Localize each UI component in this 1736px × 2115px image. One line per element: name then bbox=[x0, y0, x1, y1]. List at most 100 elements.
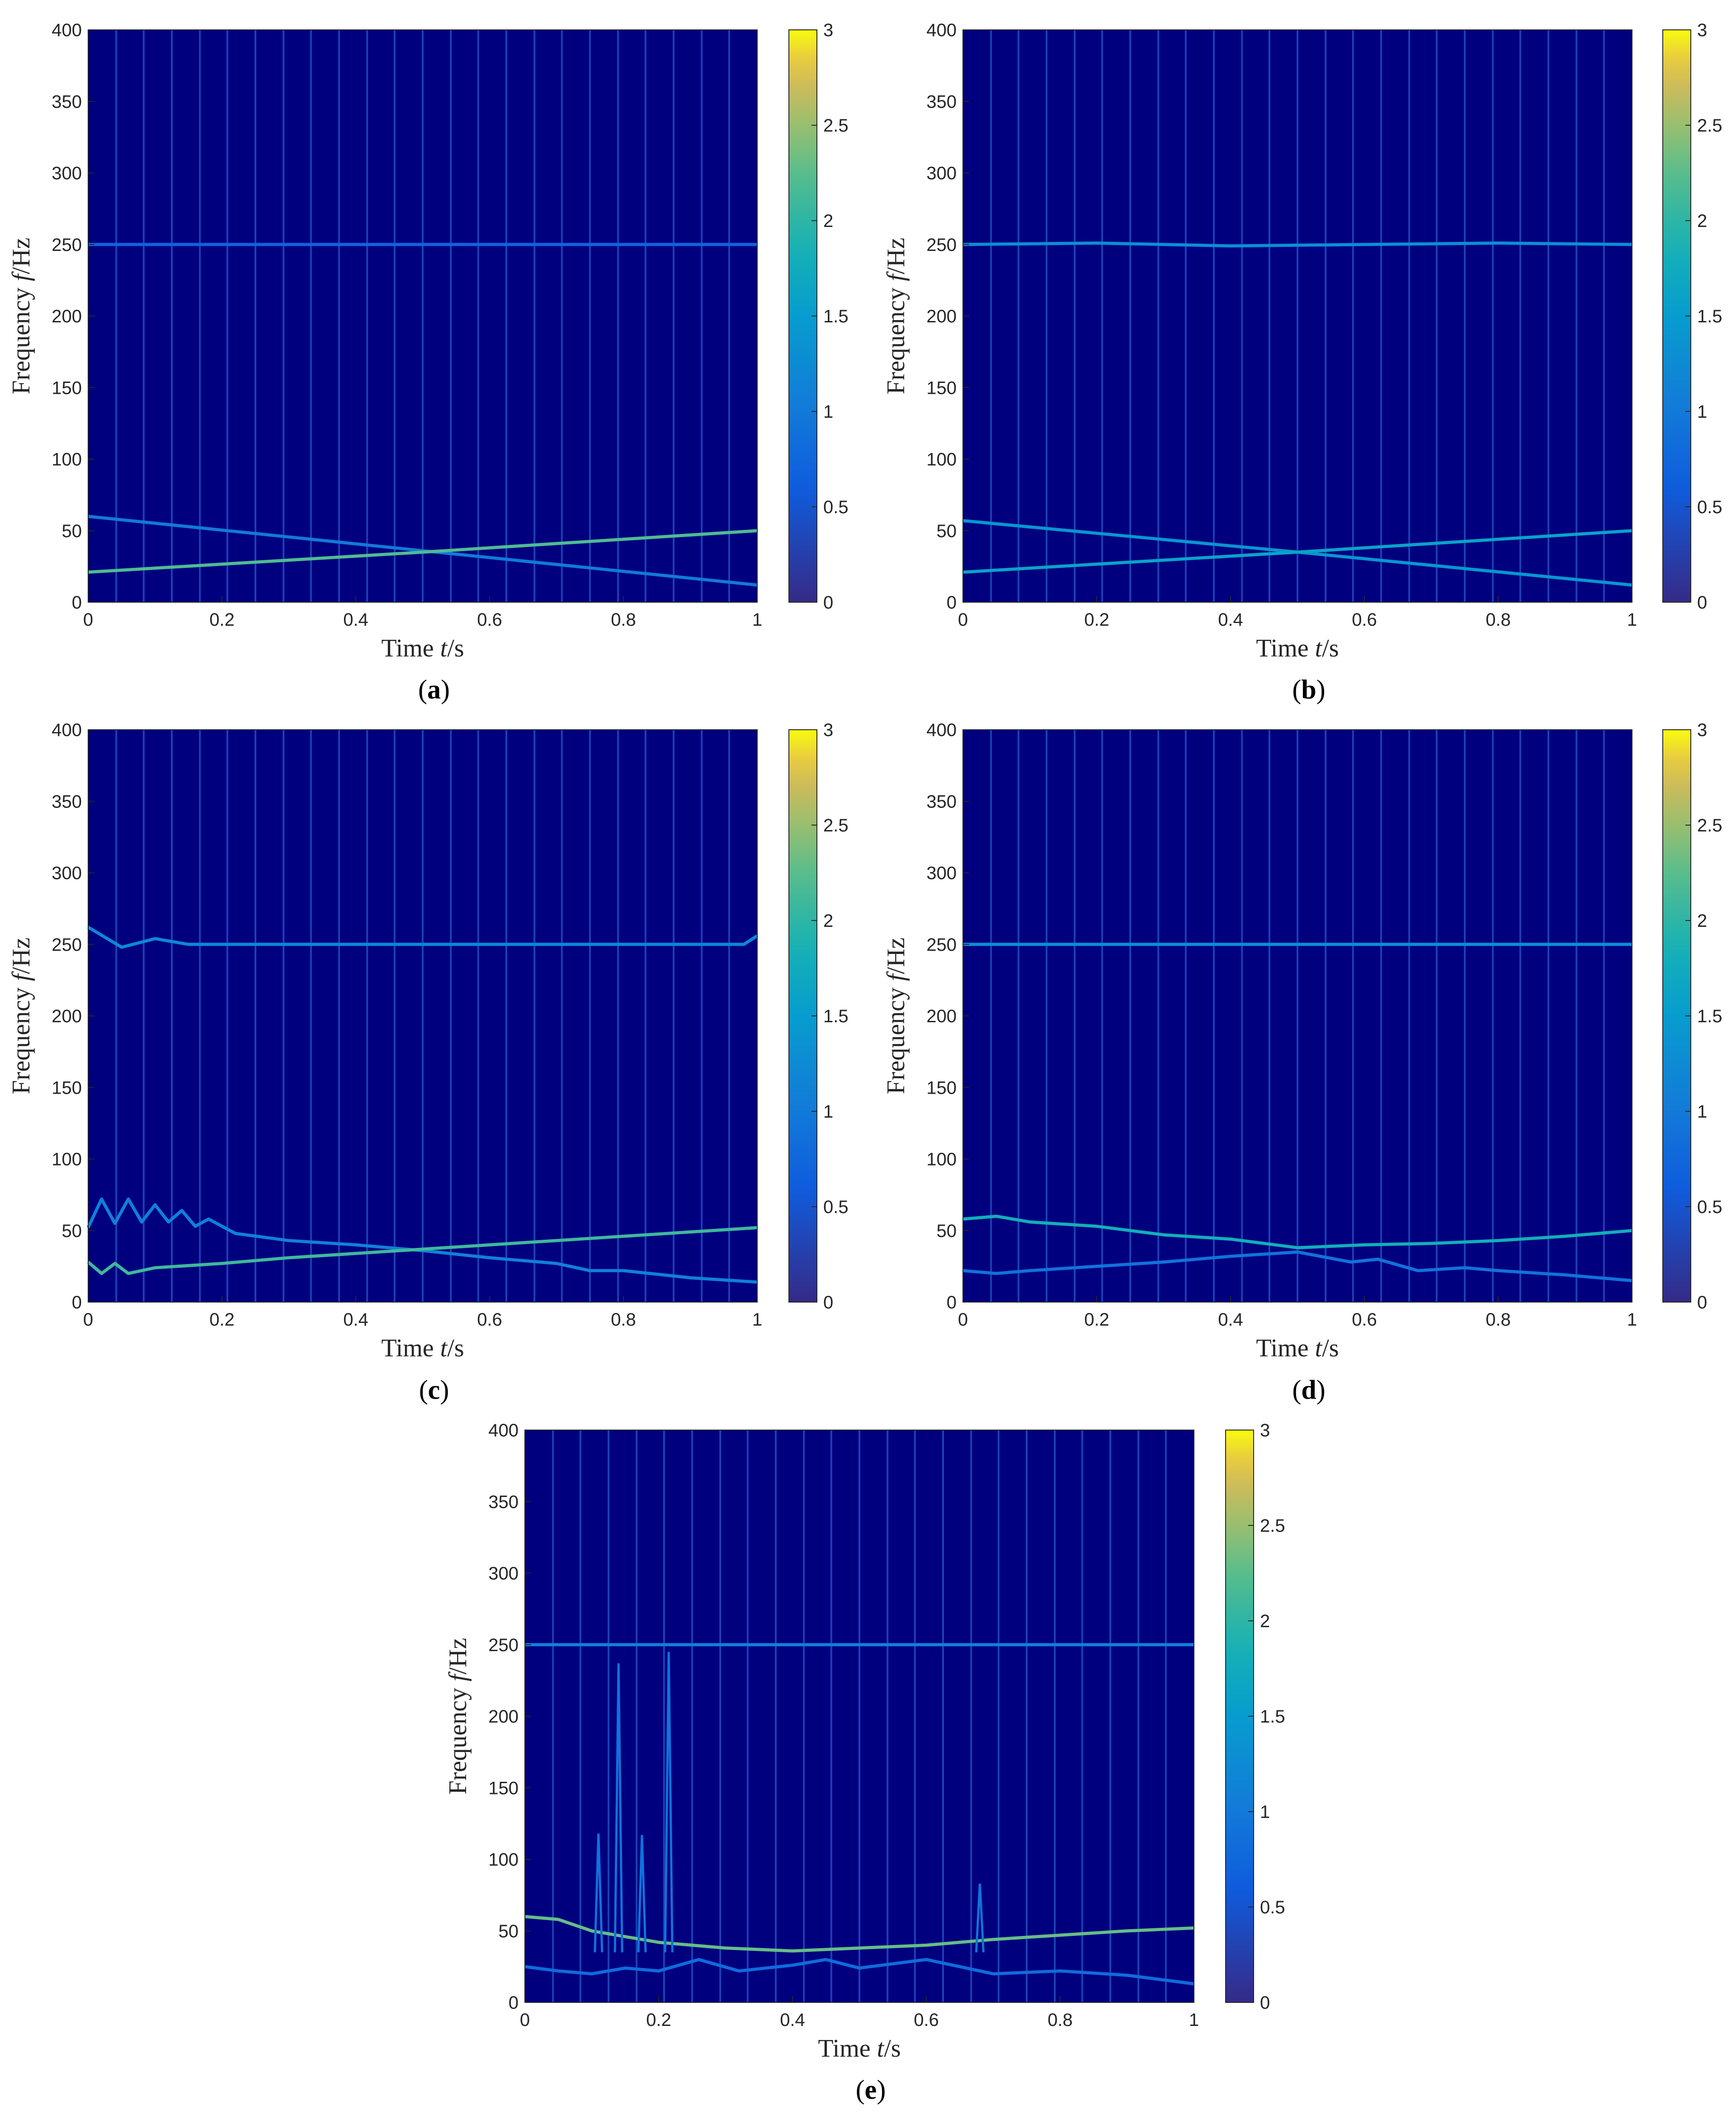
y-tick-label: 400 bbox=[52, 720, 82, 740]
y-tick-label: 300 bbox=[52, 164, 82, 184]
colorbar-tick-label: 3 bbox=[1697, 720, 1707, 740]
y-tick-label: 350 bbox=[926, 92, 957, 112]
colorbar-tick-label: 1.5 bbox=[1260, 1707, 1285, 1727]
x-tick-label: 0 bbox=[958, 610, 968, 630]
y-tick-label: 200 bbox=[926, 307, 957, 326]
y-tick-label: 200 bbox=[488, 1707, 519, 1727]
y-tick-label: 300 bbox=[488, 1564, 519, 1584]
x-tick-label: 0.6 bbox=[477, 1310, 502, 1330]
y-tick-label: 400 bbox=[926, 720, 957, 740]
x-axis-label: Time t/s bbox=[1256, 634, 1339, 662]
x-tick-label: 0.2 bbox=[209, 610, 235, 630]
y-tick-label: 200 bbox=[52, 1006, 82, 1026]
y-tick-label: 0 bbox=[72, 1293, 82, 1312]
y-tick-label: 400 bbox=[488, 1421, 519, 1440]
y-tick-label: 300 bbox=[52, 864, 82, 883]
colorbar-tick-label: 0 bbox=[823, 593, 833, 613]
colorbar-tick-label: 1.5 bbox=[823, 1006, 849, 1026]
y-tick-label: 350 bbox=[52, 792, 82, 812]
ridge-line bbox=[87, 925, 758, 949]
y-tick-label: 50 bbox=[937, 521, 957, 541]
colorbar-tick-label: 1.5 bbox=[1697, 1006, 1722, 1026]
colorbar-tick-label: 2.5 bbox=[823, 116, 849, 136]
y-tick-label: 150 bbox=[52, 1078, 82, 1098]
y-tick-label: 0 bbox=[947, 1293, 957, 1312]
panel-a: 0 0.2 0.4 0.6 0.8 1 0 50 100 150 200 250 300 350 400 Ti… bbox=[7, 20, 849, 704]
ridge-spike bbox=[637, 1835, 647, 1953]
x-tick-label: 0.6 bbox=[914, 2010, 939, 2030]
colorbar-tick-label: 0 bbox=[1260, 1993, 1270, 2013]
y-tick-label: 100 bbox=[926, 1150, 957, 1170]
colorbar-tick-label: 2 bbox=[823, 211, 833, 231]
y-tick-label: 300 bbox=[926, 864, 957, 883]
ridge-line bbox=[962, 241, 1632, 248]
panel-label: (c) bbox=[419, 1375, 449, 1405]
y-tick-label: 50 bbox=[62, 1221, 82, 1241]
colorbar-tick-label: 0.5 bbox=[823, 1197, 849, 1217]
y-tick-label: 0 bbox=[947, 593, 957, 613]
panel-label: (e) bbox=[856, 2075, 886, 2105]
y-tick-label: 0 bbox=[509, 1993, 519, 2013]
x-tick-label: 1 bbox=[1627, 610, 1637, 630]
colorbar-tick-label: 2 bbox=[1260, 1611, 1270, 1631]
y-tick-label: 250 bbox=[52, 235, 82, 255]
y-tick-label: 50 bbox=[499, 1921, 519, 1941]
y-tick-label: 150 bbox=[926, 1078, 957, 1098]
colorbar-tick-label: 0 bbox=[823, 1293, 833, 1312]
x-axis-label: Time t/s bbox=[818, 2035, 901, 2063]
x-tick-label: 0.6 bbox=[1352, 1310, 1377, 1330]
x-tick-label: 0 bbox=[83, 1310, 93, 1330]
colorbar-tick-label: 0.5 bbox=[1697, 1197, 1722, 1217]
ridge-spike bbox=[664, 1652, 674, 1953]
y-tick-label: 150 bbox=[488, 1778, 519, 1798]
y-tick-label: 400 bbox=[52, 20, 82, 40]
ridge-line bbox=[962, 1250, 1632, 1282]
x-tick-label: 0.4 bbox=[1218, 1310, 1243, 1330]
ridge-line bbox=[86, 1197, 758, 1284]
colorbar-tick-label: 0.5 bbox=[823, 497, 849, 517]
y-tick-label: 350 bbox=[488, 1492, 519, 1512]
x-axis-label: Time t/s bbox=[381, 634, 464, 662]
y-tick-label: 300 bbox=[926, 164, 957, 184]
y-tick-label: 400 bbox=[926, 20, 957, 40]
colorbar-tick-label: 3 bbox=[823, 720, 833, 740]
x-tick-label: 1 bbox=[1627, 1310, 1637, 1330]
y-tick-label: 350 bbox=[926, 792, 957, 812]
y-tick-label: 250 bbox=[488, 1635, 519, 1655]
x-tick-label: 0.2 bbox=[209, 1310, 235, 1330]
colorbar-tick-label: 1 bbox=[823, 402, 833, 422]
colorbar-tick-label: 2 bbox=[823, 911, 833, 931]
colorbar-tick-label: 0 bbox=[1697, 593, 1707, 613]
x-tick-label: 0.2 bbox=[646, 2010, 671, 2030]
ridge-spike bbox=[975, 1884, 985, 1953]
ridge-line bbox=[524, 1915, 1194, 1953]
y-tick-label: 0 bbox=[72, 593, 82, 613]
y-tick-label: 50 bbox=[937, 1221, 957, 1241]
colorbar-tick-label: 1 bbox=[1697, 402, 1707, 422]
y-axis-label: Frequency f/Hz bbox=[882, 238, 910, 395]
y-tick-label: 50 bbox=[62, 521, 82, 541]
x-tick-label: 0.8 bbox=[1486, 1310, 1511, 1330]
x-axis-label: Time t/s bbox=[381, 1334, 464, 1362]
colorbar-tick-label: 2.5 bbox=[1697, 116, 1722, 136]
y-tick-label: 100 bbox=[488, 1850, 519, 1870]
y-tick-label: 200 bbox=[926, 1006, 957, 1026]
x-axis-label: Time t/s bbox=[1256, 1334, 1339, 1362]
x-tick-label: 0.8 bbox=[611, 1310, 636, 1330]
ridge-line bbox=[87, 1226, 758, 1275]
y-tick-label: 100 bbox=[52, 1150, 82, 1170]
x-tick-label: 0.4 bbox=[343, 1310, 368, 1330]
y-axis-label: Frequency f/Hz bbox=[7, 238, 35, 395]
colorbar-tick-label: 1.5 bbox=[823, 307, 849, 326]
y-tick-label: 100 bbox=[52, 450, 82, 470]
colorbar-tick-label: 0.5 bbox=[1697, 497, 1722, 517]
x-tick-label: 0.8 bbox=[611, 610, 636, 630]
y-tick-label: 250 bbox=[52, 935, 82, 955]
y-tick-label: 250 bbox=[926, 235, 957, 255]
x-tick-label: 0 bbox=[83, 610, 93, 630]
y-tick-label: 250 bbox=[926, 935, 957, 955]
x-tick-label: 0 bbox=[520, 2010, 530, 2030]
y-tick-label: 150 bbox=[926, 378, 957, 398]
colorbar-tick-label: 1 bbox=[1697, 1102, 1707, 1122]
panel-label: (d) bbox=[1292, 1375, 1325, 1405]
